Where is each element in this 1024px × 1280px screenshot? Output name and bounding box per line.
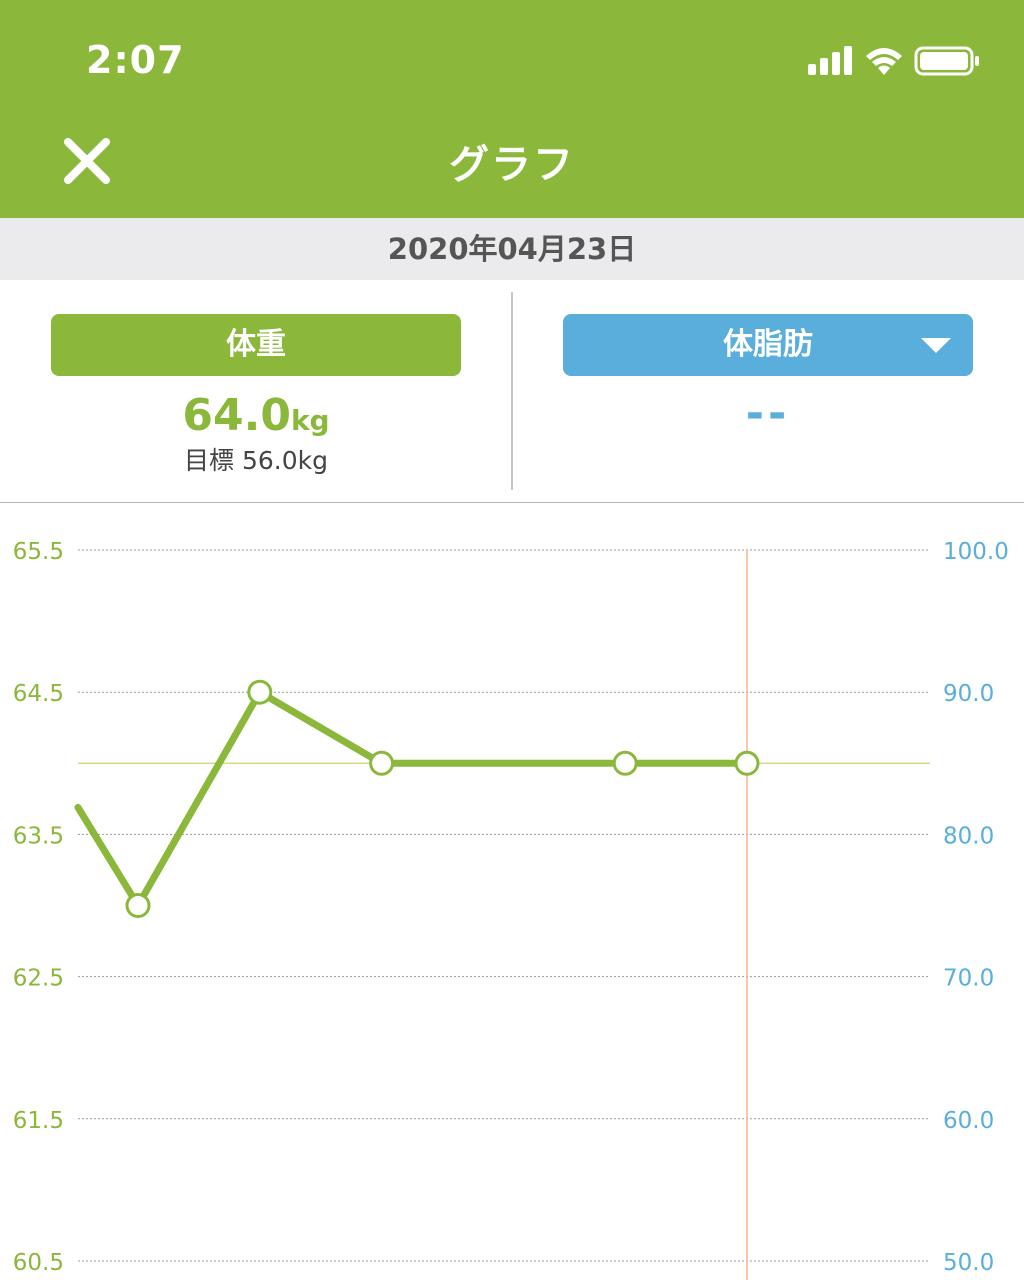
left-axis-tick: 64.5 xyxy=(13,681,64,707)
left-axis-tick: 63.5 xyxy=(13,823,64,849)
weight-chart[interactable]: 65.5 100.0 64.5 90.0 63.5 80.0 62.5 70.0 61.5 60.… xyxy=(0,503,1024,1280)
date-label: 2020年04月23日 xyxy=(0,218,1024,280)
weight-data-point xyxy=(369,750,395,776)
weight-data-point xyxy=(125,893,151,918)
body-fat-dropdown[interactable]: 体脂肪 xyxy=(563,314,973,376)
right-axis-tick: 80.0 xyxy=(943,823,994,849)
close-icon xyxy=(64,138,110,184)
summary-panel: 体重 64.0kg 目標 56.0kg 体脂肪 -- xyxy=(0,280,1024,503)
battery-icon xyxy=(914,46,979,76)
left-axis-tick: 61.5 xyxy=(13,1108,64,1134)
weight-unit: kg xyxy=(290,404,330,437)
weight-series-line xyxy=(74,688,751,909)
right-axis-tick: 60.0 xyxy=(943,1108,994,1134)
weight-data-point xyxy=(247,679,273,705)
dropdown-triangle-icon xyxy=(921,338,951,353)
status-icons xyxy=(804,42,984,82)
right-axis-tick: 70.0 xyxy=(943,966,994,992)
cellular-signal-icon xyxy=(808,46,852,75)
left-axis-tick: 60.5 xyxy=(13,1250,64,1276)
close-button[interactable] xyxy=(56,130,118,192)
status-time: 2:07 xyxy=(86,38,185,82)
right-axis-tick: 100.0 xyxy=(943,539,1009,565)
body-fat-label: 体脂肪 xyxy=(723,327,813,362)
body-fat-value: -- xyxy=(745,388,791,439)
weight-data-point xyxy=(612,750,638,776)
app-header: 2:07 グラフ xyxy=(0,0,1024,218)
weight-data-point xyxy=(734,750,760,776)
right-axis-tick: 50.0 xyxy=(943,1250,994,1276)
chart-svg: 65.5 100.0 64.5 90.0 63.5 80.0 62.5 70.0 61.5 60.… xyxy=(13,539,1009,1280)
summary-divider xyxy=(511,292,513,490)
weight-goal: 目標 56.0kg xyxy=(184,446,328,475)
page-title: グラフ xyxy=(449,142,575,188)
right-axis-tick: 90.0 xyxy=(943,681,994,707)
weight-tab[interactable]: 体重 xyxy=(51,314,461,376)
left-axis-tick: 65.5 xyxy=(13,539,64,565)
wifi-icon xyxy=(866,48,902,75)
weight-value: 64.0kg xyxy=(51,388,461,453)
weight-number: 64.0 xyxy=(182,390,291,441)
left-axis-tick: 62.5 xyxy=(13,966,64,992)
